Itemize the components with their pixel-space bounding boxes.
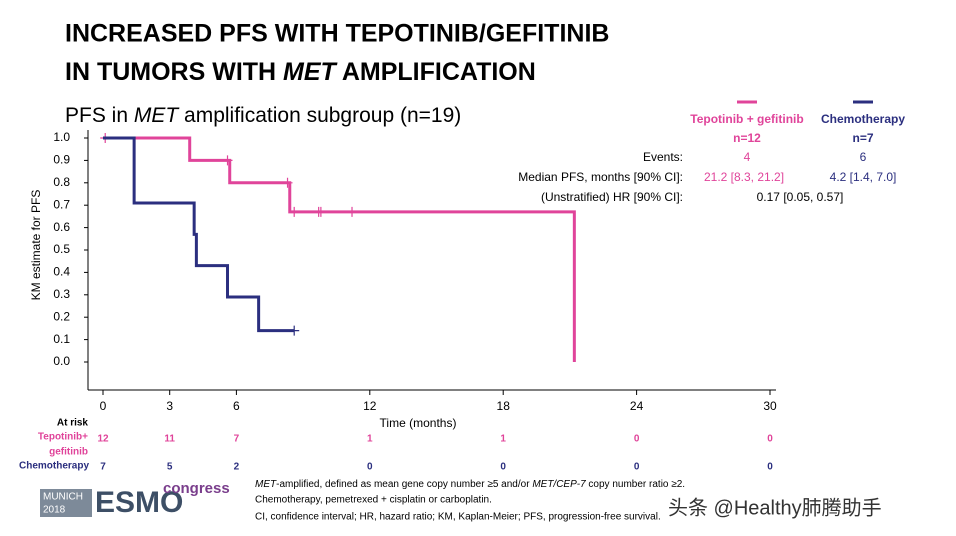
logo-city: MUNICH (43, 492, 83, 503)
x-tick-label: 30 (763, 399, 777, 413)
y-axis-label: KM estimate for PFS (29, 190, 43, 301)
at-risk-value: 0 (634, 462, 640, 473)
footnote: CI, confidence interval; HR, hazard rati… (255, 512, 661, 523)
y-tick-label: 0.1 (53, 332, 70, 346)
subtitle: PFS in MET amplification subgroup (n=19) (65, 104, 461, 127)
at-risk-value: 1 (367, 434, 373, 445)
at-risk-value: 7 (100, 462, 106, 473)
at-risk-label: gefitinib (49, 447, 88, 458)
at-risk-value: 7 (234, 434, 240, 445)
x-tick-label: 12 (363, 399, 377, 413)
censor-mark (315, 206, 326, 217)
at-risk-value: 5 (167, 462, 173, 473)
y-tick-label: 0.8 (53, 175, 70, 189)
censor-mark (222, 155, 233, 166)
x-tick-label: 3 (166, 399, 173, 413)
legend-n: n=12 (733, 131, 761, 145)
subtitle-part: amplification subgroup (n=19) (178, 104, 461, 127)
at-risk-value: 12 (97, 434, 109, 445)
at-risk-value: 0 (767, 462, 773, 473)
x-tick-label: 24 (630, 399, 644, 413)
at-risk-label: Chemotherapy (19, 461, 89, 472)
footnote-part: -amplified, defined as mean gene copy nu… (276, 479, 532, 490)
title: INCREASED PFS WITH TEPOTINIB/GEFITINIB (65, 20, 609, 48)
at-risk-value: 0 (500, 462, 506, 473)
y-tick-label: 0.5 (53, 242, 70, 256)
y-tick-label: 0.0 (53, 354, 70, 368)
y-tick-label: 0.6 (53, 220, 70, 234)
km-curve (103, 136, 295, 333)
logo-brand: ESMO (95, 486, 183, 519)
at-risk-value: 0 (767, 434, 773, 445)
at-risk-value: 2 (234, 462, 240, 473)
footnote-part: MET/CEP-7 (532, 479, 586, 490)
y-tick-label: 0.2 (53, 309, 70, 323)
y-tick-label: 0.9 (53, 153, 70, 167)
footnote-part: MET (255, 479, 277, 490)
logo-word: congress (163, 480, 230, 497)
y-tick-label: 0.4 (53, 265, 70, 279)
events-value: 6 (860, 150, 867, 164)
footnote-part: copy number ratio ≥2. (586, 479, 685, 490)
stats-label: (Unstratified) HR [90% CI]: (541, 190, 683, 204)
legend-label: Tepotinib + gefitinib (690, 112, 803, 126)
x-tick-label: 0 (100, 399, 107, 413)
y-tick-label: 1.0 (53, 130, 70, 144)
median-value: 4.2 [1.4, 7.0] (830, 170, 897, 184)
title-part: MET (283, 58, 339, 86)
censor-mark (289, 206, 300, 217)
x-tick-label: 18 (497, 399, 511, 413)
at-risk-value: 11 (164, 434, 175, 445)
title: IN TUMORS WITH MET AMPLIFICATION (65, 58, 536, 86)
y-tick-label: 0.3 (53, 287, 70, 301)
legend-label: Chemotherapy (821, 112, 905, 126)
at-risk-label: Tepotinib+ (38, 432, 88, 443)
subtitle-part: PFS in (65, 104, 134, 127)
at-risk-title: At risk (57, 418, 89, 429)
censor-mark (282, 177, 293, 188)
footnote: MET-amplified, defined as mean gene copy… (255, 479, 685, 490)
logo-year: 2018 (43, 505, 66, 516)
x-axis-label: Time (months) (380, 416, 457, 430)
y-tick-label: 0.7 (53, 197, 70, 211)
stats-label: Median PFS, months [90% CI]: (518, 170, 683, 184)
at-risk-value: 0 (634, 434, 640, 445)
title-part: IN TUMORS WITH (65, 58, 283, 86)
x-tick-label: 6 (233, 399, 240, 413)
stats-label: Events: (643, 150, 683, 164)
censor-mark (289, 325, 300, 336)
events-value: 4 (744, 150, 751, 164)
legend-n: n=7 (852, 131, 873, 145)
logo-box (40, 489, 92, 517)
median-value: 21.2 [8.3, 21.2] (704, 170, 784, 184)
footnote: Chemotherapy, pemetrexed + cisplatin or … (255, 495, 492, 506)
km-curve (103, 136, 576, 362)
watermark: 头条 @Healthy肺腾助手 (668, 496, 882, 519)
at-risk-value: 0 (367, 462, 373, 473)
censor-mark (347, 206, 358, 217)
hr-value: 0.17 [0.05, 0.57] (757, 190, 844, 204)
title-part: AMPLIFICATION (336, 58, 536, 86)
subtitle-part: MET (134, 104, 181, 127)
at-risk-value: 1 (500, 434, 506, 445)
